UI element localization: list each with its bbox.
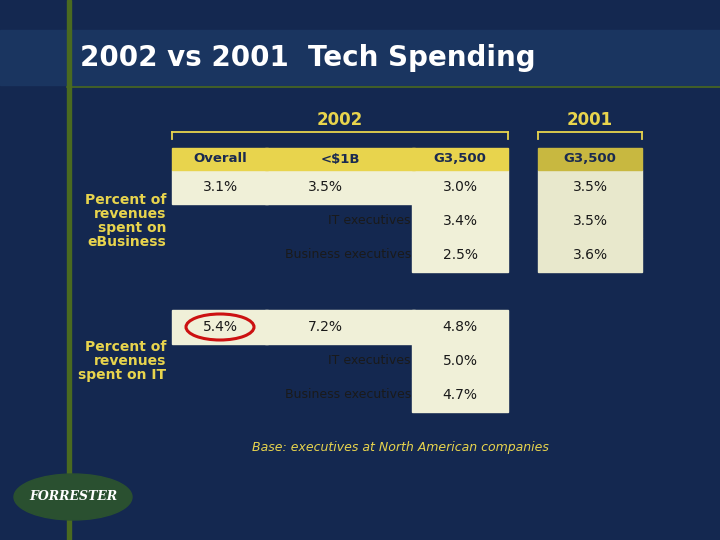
Text: Percent of: Percent of xyxy=(85,193,166,207)
Text: 3.5%: 3.5% xyxy=(572,180,608,194)
Bar xyxy=(412,310,508,344)
Bar xyxy=(172,148,268,170)
Text: eBusiness: eBusiness xyxy=(87,235,166,249)
Bar xyxy=(265,310,415,344)
Text: Base: executives at North American companies: Base: executives at North American compa… xyxy=(251,442,549,455)
Bar xyxy=(67,0,71,540)
Bar xyxy=(265,148,415,170)
Bar xyxy=(172,310,268,344)
Bar xyxy=(412,204,508,238)
Text: 2.5%: 2.5% xyxy=(443,248,477,262)
Text: spent on: spent on xyxy=(97,221,166,235)
Text: 4.7%: 4.7% xyxy=(443,388,477,402)
Bar xyxy=(412,148,508,170)
Text: spent on IT: spent on IT xyxy=(78,368,166,382)
Text: 3.5%: 3.5% xyxy=(572,214,608,228)
Text: 3.0%: 3.0% xyxy=(443,180,477,194)
Text: 2001: 2001 xyxy=(567,111,613,129)
Text: 3.1%: 3.1% xyxy=(202,180,238,194)
Bar xyxy=(0,30,720,85)
Text: FORRESTER: FORRESTER xyxy=(29,490,117,503)
Text: Business executives: Business executives xyxy=(284,248,411,261)
Text: 3.4%: 3.4% xyxy=(443,214,477,228)
Text: G3,500: G3,500 xyxy=(433,152,487,165)
Bar xyxy=(172,170,268,204)
Text: 3.6%: 3.6% xyxy=(572,248,608,262)
Text: Percent of: Percent of xyxy=(85,340,166,354)
Text: revenues: revenues xyxy=(94,354,166,368)
Text: G3,500: G3,500 xyxy=(564,152,616,165)
Ellipse shape xyxy=(14,474,132,520)
Bar xyxy=(538,238,642,272)
Text: 5.0%: 5.0% xyxy=(443,354,477,368)
Bar xyxy=(412,238,508,272)
Bar xyxy=(538,148,642,170)
Text: 5.4%: 5.4% xyxy=(202,320,238,334)
Bar xyxy=(538,204,642,238)
Text: 2002 vs 2001  Tech Spending: 2002 vs 2001 Tech Spending xyxy=(80,44,536,72)
Text: Overall: Overall xyxy=(193,152,247,165)
Text: Business executives: Business executives xyxy=(284,388,411,402)
Bar xyxy=(412,378,508,412)
Text: IT executives: IT executives xyxy=(328,214,411,227)
Text: IT executives: IT executives xyxy=(328,354,411,368)
Bar xyxy=(412,344,508,378)
Text: 3.5%: 3.5% xyxy=(307,180,343,194)
Bar xyxy=(538,170,642,204)
Text: <$1B: <$1B xyxy=(320,152,360,165)
Text: revenues: revenues xyxy=(94,207,166,221)
Text: 4.8%: 4.8% xyxy=(442,320,477,334)
Text: 7.2%: 7.2% xyxy=(307,320,343,334)
Bar xyxy=(412,170,508,204)
Bar xyxy=(265,170,415,204)
Text: 2002: 2002 xyxy=(317,111,363,129)
